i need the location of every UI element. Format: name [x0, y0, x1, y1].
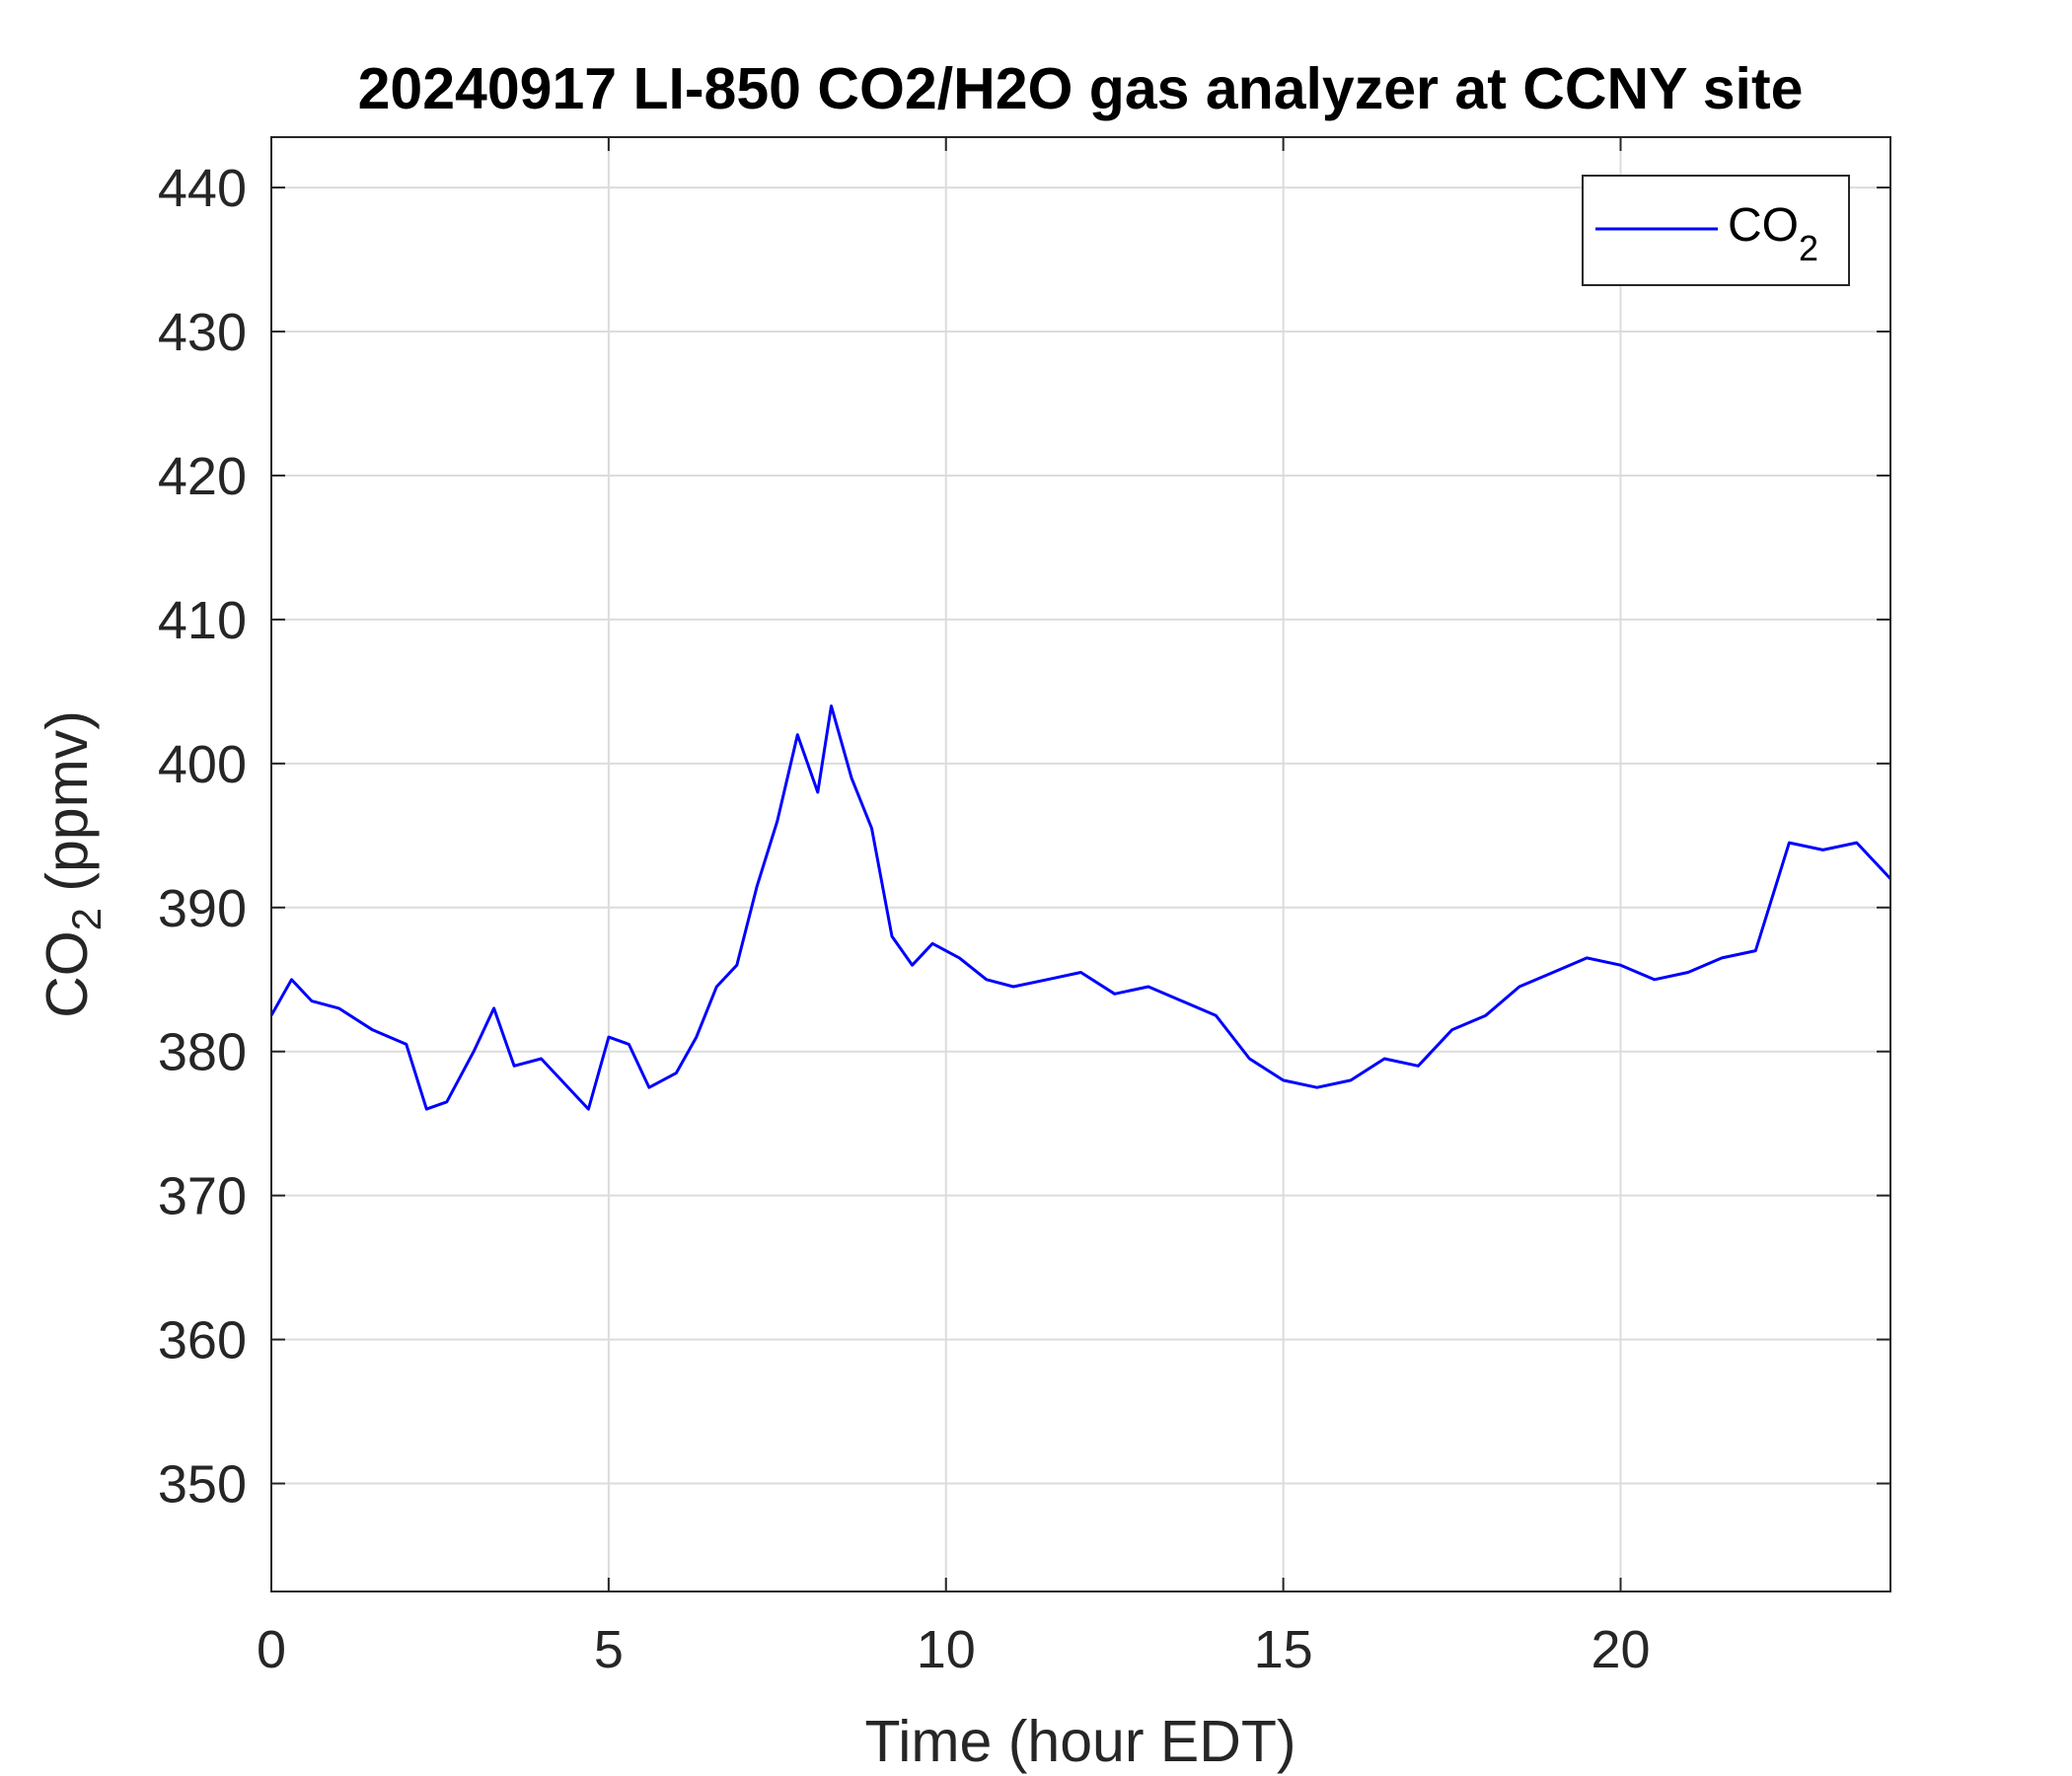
- chart-title: 20240917 LI-850 CO2/H2O gas analyzer at …: [358, 56, 1804, 121]
- y-tick-label: 430: [158, 303, 247, 362]
- series-line-co2: [269, 704, 1892, 1111]
- y-axis-label: CO2 (ppmv): [35, 710, 110, 1018]
- y-tick-label: 420: [158, 447, 247, 506]
- y-tick-label: 390: [158, 879, 247, 938]
- y-axis-label-unit: (ppmv): [35, 710, 100, 908]
- legend-entry-co2: CO2: [1728, 199, 1818, 268]
- y-tick-label: 400: [158, 735, 247, 794]
- x-tick-label: 5: [594, 1620, 624, 1679]
- y-tick-label: 410: [158, 591, 247, 650]
- y-tick-label: 440: [158, 159, 247, 218]
- legend: CO2: [1582, 175, 1850, 286]
- y-tick-label: 370: [158, 1167, 247, 1226]
- x-tick-label: 15: [1254, 1620, 1313, 1679]
- x-axis-label: Time (hour EDT): [864, 1709, 1295, 1774]
- y-tick-label: 350: [158, 1455, 247, 1515]
- plot-area-frame: [270, 136, 1891, 1592]
- legend-entry-subscript: 2: [1799, 228, 1818, 268]
- x-tick-label: 20: [1591, 1620, 1650, 1679]
- axis-ticks: 0 5 10 15 20 350 360 370 380 390 400 410 420 430 440: [158, 137, 1890, 1679]
- y-axis-label-subscript: 2: [63, 908, 110, 930]
- y-axis-label-main: CO: [35, 930, 100, 1018]
- x-tick-label: 0: [257, 1620, 286, 1679]
- x-tick-label: 10: [917, 1620, 976, 1679]
- legend-entry-main: CO: [1728, 199, 1799, 252]
- y-tick-label: 380: [158, 1023, 247, 1082]
- grid-lines: [270, 137, 1890, 1591]
- y-tick-label: 360: [158, 1311, 247, 1370]
- data-series: [269, 704, 1892, 1111]
